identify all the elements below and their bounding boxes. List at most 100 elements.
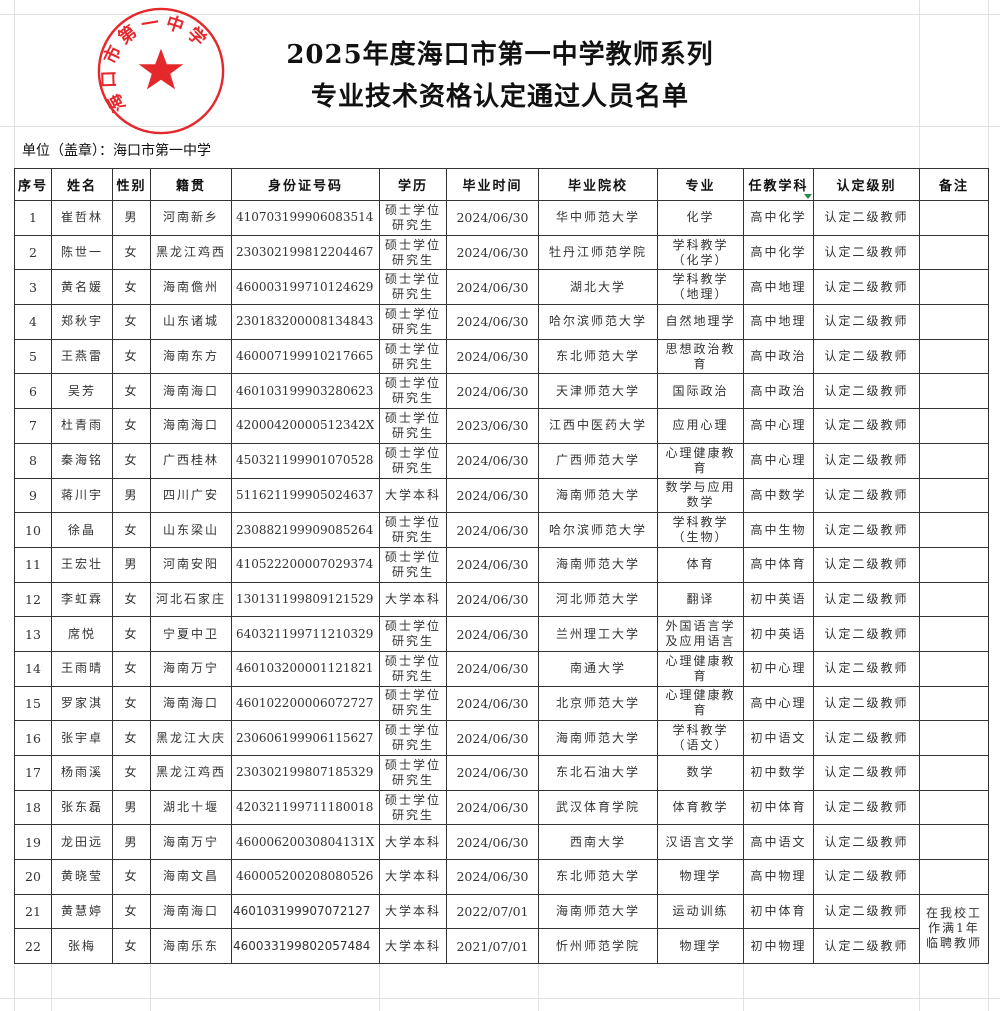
cell-level: 认定二级教师 bbox=[813, 928, 920, 965]
cell-seq: 14 bbox=[14, 650, 52, 687]
cell-major: 体育教学 bbox=[657, 789, 744, 826]
column-header: 籍贯 bbox=[150, 168, 232, 201]
cell-subject: 高中语文 bbox=[743, 824, 814, 861]
column-header-label: 毕业院校 bbox=[567, 179, 628, 194]
column-header: 备注 bbox=[919, 168, 989, 201]
column-header-label: 学历 bbox=[397, 179, 428, 194]
cell-name: 罗家淇 bbox=[51, 685, 113, 722]
cell-school: 海南师范大学 bbox=[538, 893, 658, 930]
cell-education: 硕士学位 研究生 bbox=[379, 789, 447, 826]
cell-id-number: 460102200006072727 bbox=[231, 685, 380, 722]
cell-education: 大学本科 bbox=[379, 824, 447, 861]
cell-graduation-date: 2024/06/30 bbox=[446, 477, 539, 514]
cell-seq: 8 bbox=[14, 442, 52, 479]
cell-graduation-date: 2021/07/01 bbox=[446, 928, 539, 965]
cell-graduation-date: 2024/06/30 bbox=[446, 824, 539, 861]
cell-id-number: 460007199910217665 bbox=[231, 338, 380, 375]
table-row: 21 黄慧婷女海南海口 460103199907072127 大学本科 2022/07/… bbox=[14, 893, 989, 965]
cell-graduation-date: 2024/06/30 bbox=[446, 685, 539, 722]
cell-remark bbox=[919, 789, 989, 826]
cell-major: 学科教学 （语文） bbox=[657, 720, 744, 756]
cell-origin: 山东梁山 bbox=[150, 512, 232, 548]
table-row: 8 秦海铭女广西桂林 450321199901070528 硕士学位 研究生 2024/0… bbox=[14, 442, 989, 479]
cell-remark bbox=[919, 650, 989, 687]
cell-gender: 女 bbox=[112, 720, 151, 756]
unit-label: 单位（盖章）：海口市第一中学 bbox=[22, 143, 211, 159]
cell-seq: 12 bbox=[14, 581, 52, 618]
cell-level: 认定二级教师 bbox=[813, 200, 920, 236]
cell-education: 硕士学位 研究生 bbox=[379, 304, 447, 340]
cell-level: 认定二级教师 bbox=[813, 269, 920, 306]
cell-major: 自然地理学 bbox=[657, 304, 744, 340]
cell-origin: 黑龙江大庆 bbox=[150, 720, 232, 756]
cell-remark bbox=[919, 338, 989, 375]
filter-dropdown-icon[interactable] bbox=[804, 194, 812, 199]
table-row: 11 王宏壮男河南安阳 410522200007029374 硕士学位 研究生 2024/… bbox=[14, 546, 989, 583]
column-header: 姓名 bbox=[51, 168, 113, 201]
cell-origin: 四川广安 bbox=[150, 477, 232, 514]
column-header: 专业 bbox=[657, 168, 744, 201]
cell-graduation-date: 2024/06/30 bbox=[446, 304, 539, 340]
table-row: 2 陈世一女黑龙江鸡西 230302199812204467 硕士学位 研究生 2024/… bbox=[14, 234, 989, 271]
cell-gender: 女 bbox=[112, 616, 151, 652]
cell-major: 心理健康教育 bbox=[657, 650, 744, 687]
cell-origin: 海南海口 bbox=[150, 893, 232, 930]
cell-subject: 初中语文 bbox=[743, 720, 814, 756]
cell-level: 认定二级教师 bbox=[813, 373, 920, 410]
cell-level: 认定二级教师 bbox=[813, 581, 920, 618]
cell-remark bbox=[919, 477, 989, 514]
cell-graduation-date: 2024/06/30 bbox=[446, 546, 539, 583]
cell-graduation-date: 2024/06/30 bbox=[446, 373, 539, 410]
table-row: 9 蒋川宇男四川广安 511621199905024637 大学本科 2024/06/3… bbox=[14, 477, 989, 514]
cell-name: 王雨晴 bbox=[51, 650, 113, 687]
cell-seq: 7 bbox=[14, 408, 52, 444]
cell-id-number: 420321199711180018 bbox=[231, 789, 380, 826]
cell-remark bbox=[919, 546, 989, 583]
table-row: 17 杨雨溪女黑龙江鸡西 230302199807185329 硕士学位 研究生 2024… bbox=[14, 755, 989, 791]
cell-level: 认定二级教师 bbox=[813, 338, 920, 375]
cell-education: 硕士学位 研究生 bbox=[379, 512, 447, 548]
cell-school: 忻州师范学院 bbox=[538, 928, 658, 965]
cell-education: 大学本科 bbox=[379, 859, 447, 895]
cell-id-number: 42000420000512342X bbox=[231, 408, 380, 444]
table-row: 3 黄名媛女海南儋州 460003199710124629 硕士学位 研究生 2024/0… bbox=[14, 269, 989, 306]
cell-education: 大学本科 bbox=[379, 893, 447, 930]
cell-gender: 女 bbox=[112, 928, 151, 965]
column-header-label: 姓名 bbox=[66, 179, 97, 194]
cell-seq: 18 bbox=[14, 789, 52, 826]
cell-origin: 河南新乡 bbox=[150, 200, 232, 236]
cell-remark bbox=[919, 512, 989, 548]
cell-education: 硕士学位 研究生 bbox=[379, 755, 447, 791]
cell-remark bbox=[919, 581, 989, 618]
column-header-label: 序号 bbox=[17, 179, 48, 194]
cell-major: 应用心理 bbox=[657, 408, 744, 444]
cell-remark bbox=[919, 234, 989, 271]
table-row: 15 罗家淇女海南海口 460102200006072727 硕士学位 研究生 2024/… bbox=[14, 685, 989, 722]
cell-name: 张梅 bbox=[51, 928, 113, 965]
cell-seq: 20 bbox=[14, 859, 52, 895]
teacher-list-table: 序号 姓名 性别 籍贯 身份证号码 学历 毕业时间 毕业院校 专业 任教学科 认定级别 备注 1 崔哲林… bbox=[14, 168, 989, 965]
cell-school: 北京师范大学 bbox=[538, 685, 658, 722]
cell-seq: 1 bbox=[14, 200, 52, 236]
column-header-label: 身份证号码 bbox=[267, 179, 343, 194]
column-header: 身份证号码 bbox=[231, 168, 380, 201]
cell-graduation-date: 2024/06/30 bbox=[446, 338, 539, 375]
cell-remark bbox=[919, 616, 989, 652]
cell-id-number: 460005200208080526 bbox=[231, 859, 380, 895]
cell-seq: 9 bbox=[14, 477, 52, 514]
cell-seq: 3 bbox=[14, 269, 52, 306]
cell-level: 认定二级教师 bbox=[813, 824, 920, 861]
cell-major: 物理学 bbox=[657, 859, 744, 895]
cell-id-number: 230183200008134843 bbox=[231, 304, 380, 340]
cell-major: 化学 bbox=[657, 200, 744, 236]
cell-origin: 广西桂林 bbox=[150, 442, 232, 479]
cell-level: 认定二级教师 bbox=[813, 859, 920, 895]
cell-level: 认定二级教师 bbox=[813, 685, 920, 722]
cell-major: 学科教学 （地理） bbox=[657, 269, 744, 306]
cell-name: 秦海铭 bbox=[51, 442, 113, 479]
table-row: 12 李虹霖女河北石家庄 130131199809121529 大学本科 2024/06… bbox=[14, 581, 989, 618]
cell-seq: 2 bbox=[14, 234, 52, 271]
table-row: 14 王雨晴女海南万宁 460103200001121821 硕士学位 研究生 2024/… bbox=[14, 650, 989, 687]
cell-id-number: 230302199812204467 bbox=[231, 234, 380, 271]
cell-school: 哈尔滨师范大学 bbox=[538, 304, 658, 340]
